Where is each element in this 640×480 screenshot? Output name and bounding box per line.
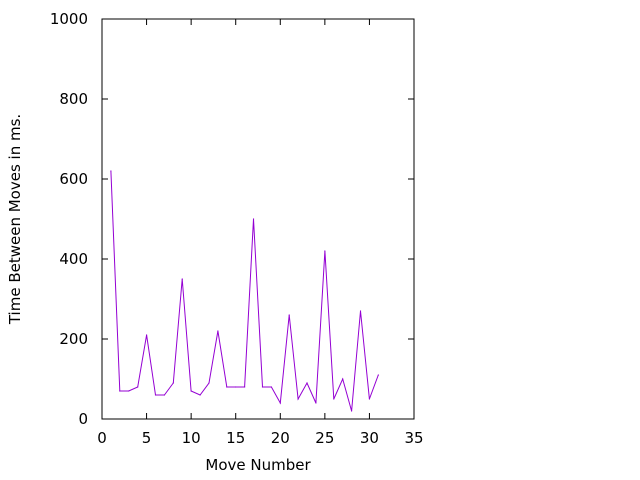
data-point: [110, 170, 112, 172]
data-point: [279, 402, 281, 404]
data-point: [333, 398, 335, 400]
x-tick-label: 25: [315, 429, 334, 447]
y-axis-label: Time Between Moves in ms.: [6, 114, 24, 325]
data-point: [199, 394, 201, 396]
data-point: [128, 390, 130, 392]
x-tick-label: 0: [97, 429, 107, 447]
data-point: [235, 386, 237, 388]
data-point: [145, 334, 148, 336]
data-point: [252, 218, 255, 220]
data-point: [172, 382, 174, 384]
y-tick-label: 200: [59, 330, 88, 348]
data-point: [288, 314, 290, 316]
x-tick-label: 10: [182, 429, 201, 447]
data-point: [217, 330, 219, 332]
data-point: [270, 386, 272, 388]
data-point: [377, 374, 379, 376]
data-point: [297, 398, 299, 400]
data-point: [368, 398, 371, 400]
data-point: [226, 386, 228, 388]
data-point: [261, 386, 264, 388]
y-tick-label: 0: [78, 410, 88, 428]
data-point: [181, 278, 183, 280]
x-tick-label: 5: [142, 429, 152, 447]
data-point: [163, 394, 165, 396]
data-point: [154, 394, 157, 396]
y-tick-label: 400: [59, 250, 88, 268]
x-tick-label: 15: [226, 429, 245, 447]
data-point: [306, 382, 308, 384]
y-tick-label: 1000: [50, 10, 88, 28]
x-tick-label: 20: [271, 429, 290, 447]
data-series: [110, 170, 379, 412]
axis-tick-labels: 0 5 10 15 20 25 30 35 0 200 400 600 800 1000: [50, 10, 424, 447]
data-point: [351, 410, 353, 412]
plot-frame: [101, 18, 415, 420]
y-tick-label: 600: [59, 170, 88, 188]
data-point: [208, 382, 210, 384]
data-point: [324, 250, 326, 252]
x-axis-label: Move Number: [205, 456, 311, 474]
x-tick-label: 30: [360, 429, 379, 447]
data-point: [359, 310, 362, 312]
x-tick-label: 35: [404, 429, 423, 447]
data-point: [190, 390, 192, 392]
data-point: [119, 390, 121, 392]
y-tick-label: 800: [59, 90, 88, 108]
data-point: [244, 386, 246, 388]
data-point: [315, 402, 317, 404]
data-point: [137, 386, 139, 388]
data-point: [342, 378, 344, 380]
